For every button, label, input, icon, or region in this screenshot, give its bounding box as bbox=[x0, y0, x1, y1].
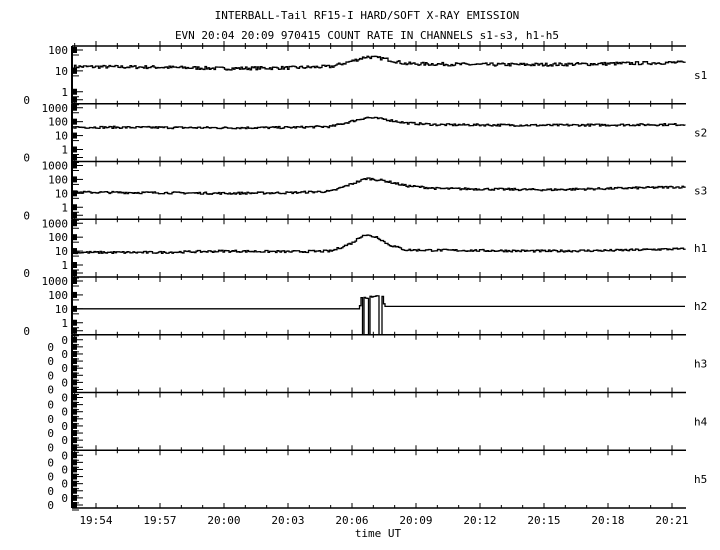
chart-subtitle: EVN 20:04 20:09 970415 COUNT RATE IN CHA… bbox=[175, 29, 559, 42]
x-tick-label: 20:12 bbox=[463, 514, 496, 527]
y-tick-label: 0 bbox=[47, 369, 54, 382]
x-tick-label: 20:18 bbox=[591, 514, 624, 527]
y-tick-label: 0 bbox=[47, 399, 54, 412]
y-tick-label: 10 bbox=[55, 187, 68, 200]
x-tick-label: 20:15 bbox=[527, 514, 560, 527]
y-tick-label: 0 bbox=[23, 152, 30, 165]
y-tick-label: 100 bbox=[48, 116, 68, 129]
y-tick-label: 0 bbox=[47, 485, 54, 498]
channel-label-h5: h5 bbox=[694, 473, 707, 486]
y-tick-label: 0 bbox=[23, 94, 30, 107]
y-tick-label: 0 bbox=[61, 449, 68, 462]
y-tick-label: 1000 bbox=[42, 160, 69, 173]
x-tick-label: 20:03 bbox=[271, 514, 304, 527]
y-tick-label: 0 bbox=[23, 325, 30, 338]
series-line-s3 bbox=[73, 177, 686, 195]
channel-label-h1: h1 bbox=[694, 242, 707, 255]
y-tick-label: 0 bbox=[47, 471, 54, 484]
channel-label-s2: s2 bbox=[694, 127, 707, 140]
y-tick-label: 0 bbox=[47, 427, 54, 440]
y-tick-label: 1 bbox=[61, 86, 68, 99]
channel-label-s1: s1 bbox=[694, 69, 707, 82]
channel-label-h3: h3 bbox=[694, 358, 707, 371]
y-tick-label: 0 bbox=[61, 420, 68, 433]
y-tick-label: 0 bbox=[61, 463, 68, 476]
y-tick-label: 0 bbox=[61, 392, 68, 405]
y-tick-label: 1 bbox=[61, 259, 68, 272]
y-tick-label: 0 bbox=[61, 376, 68, 389]
x-tick-label: 19:57 bbox=[143, 514, 176, 527]
y-tick-label: 0 bbox=[61, 478, 68, 491]
y-tick-label: 0 bbox=[23, 267, 30, 280]
y-tick-label: 0 bbox=[23, 209, 30, 222]
y-tick-label: 100 bbox=[48, 173, 68, 186]
y-tick-label: 100 bbox=[48, 289, 68, 302]
y-tick-label: 0 bbox=[61, 434, 68, 447]
x-tick-label: 20:00 bbox=[207, 514, 240, 527]
y-tick-label: 0 bbox=[47, 413, 54, 426]
x-tick-label: 19:54 bbox=[79, 514, 112, 527]
y-tick-label: 0 bbox=[47, 456, 54, 469]
series-line-s2 bbox=[73, 116, 686, 130]
y-tick-label: 0 bbox=[61, 348, 68, 361]
y-tick-label: 1000 bbox=[42, 217, 69, 230]
y-tick-label: 100 bbox=[48, 44, 68, 57]
y-tick-label: 0 bbox=[47, 499, 54, 512]
x-tick-label: 20:09 bbox=[399, 514, 432, 527]
y-tick-label: 1000 bbox=[42, 275, 69, 288]
y-tick-label: 1 bbox=[61, 317, 68, 330]
y-tick-label: 1000 bbox=[42, 102, 69, 115]
y-tick-label: 0 bbox=[47, 341, 54, 354]
y-tick-label: 0 bbox=[47, 355, 54, 368]
chart-title: INTERBALL-Tail RF15-I HARD/SOFT X-RAY EM… bbox=[215, 9, 520, 22]
y-tick-label: 0 bbox=[47, 441, 54, 454]
y-tick-label: 1 bbox=[61, 201, 68, 214]
y-tick-label: 10 bbox=[55, 245, 68, 258]
series-line-h1 bbox=[73, 234, 686, 255]
y-tick-label: 10 bbox=[55, 303, 68, 316]
y-tick-label: 0 bbox=[61, 406, 68, 419]
y-tick-label: 0 bbox=[61, 334, 68, 347]
y-tick-label: 10 bbox=[55, 130, 68, 143]
y-tick-label: 0 bbox=[47, 384, 54, 397]
y-tick-label: 0 bbox=[61, 362, 68, 375]
x-tick-label: 20:21 bbox=[655, 514, 688, 527]
channel-label-s3: s3 bbox=[694, 184, 707, 197]
series-line-h2 bbox=[73, 295, 685, 336]
series-line-s1 bbox=[73, 55, 686, 71]
y-tick-label: 10 bbox=[55, 65, 68, 78]
x-tick-label: 20:06 bbox=[335, 514, 368, 527]
y-tick-label: 0 bbox=[61, 492, 68, 505]
channel-label-h2: h2 bbox=[694, 300, 707, 313]
y-tick-label: 100 bbox=[48, 231, 68, 244]
channel-label-h4: h4 bbox=[694, 415, 708, 428]
y-tick-label: 1 bbox=[61, 144, 68, 157]
x-axis-label: time UT bbox=[355, 527, 402, 540]
